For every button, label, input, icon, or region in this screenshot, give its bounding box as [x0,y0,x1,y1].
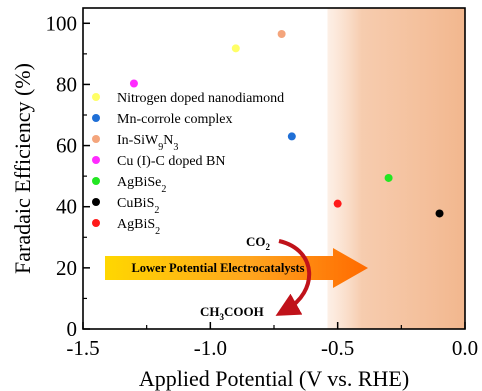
y-tick-label: 0 [67,317,78,341]
legend-entry-2: Mn-corrole complex [117,112,232,127]
arrow-label: Lower Potential Electrocatalysts [131,261,304,275]
y-tick-label: 20 [56,256,77,280]
data-point-3 [277,29,286,38]
legend-entry-4: Cu (I)-C doped BN [117,154,226,169]
legend-entry-6: CuBiS2 [117,196,159,216]
data-point-5 [384,173,393,182]
curved-reaction-arrow [275,239,312,316]
legend-entry-7: AgBiS2 [117,217,160,237]
legend-marker-4 [92,156,100,164]
y-tick-label: 60 [56,134,77,158]
legend-marker-5 [92,177,100,185]
y-axis-label: Faradaic Efficiency (%) [10,63,35,274]
legend-marker-6 [92,198,100,206]
x-axis-label: Applied Potential (V vs. RHE) [139,366,409,391]
reactant-label: CO2 [246,234,271,252]
x-tick-label: -1.5 [66,336,99,360]
legend: Nitrogen doped nanodiamond Mn-corrole com… [92,91,284,237]
data-point-2 [287,132,296,141]
legend-marker-7 [92,219,100,227]
x-tick-label: -1.0 [194,336,227,360]
product-label: CH3COOH [200,304,264,322]
legend-marker-1 [92,93,100,101]
legend-marker-2 [92,114,100,122]
axes: -1.5 -1.0 -0.5 0.0 0 20 40 60 80 100 [46,7,478,360]
legend-entry-5: AgBiSe2 [117,175,166,195]
data-point-6 [435,209,444,218]
legend-entry-1: Nitrogen doped nanodiamond [117,91,284,106]
y-tick-label: 100 [46,11,78,35]
lower-potential-arrow: Lower Potential Electrocatalysts [105,248,368,288]
x-tick-label: -0.5 [321,336,354,360]
x-tick-label: 0.0 [452,336,478,360]
legend-marker-3 [92,135,100,143]
legend-entry-3: In-SiW9N3 [117,133,178,153]
data-point-7 [333,199,342,208]
y-tick-label: 40 [56,195,77,219]
data-points [129,29,444,218]
y-tick-label: 80 [56,72,77,96]
data-point-1 [231,44,240,53]
data-point-4 [129,79,138,88]
shaded-region [327,8,465,329]
